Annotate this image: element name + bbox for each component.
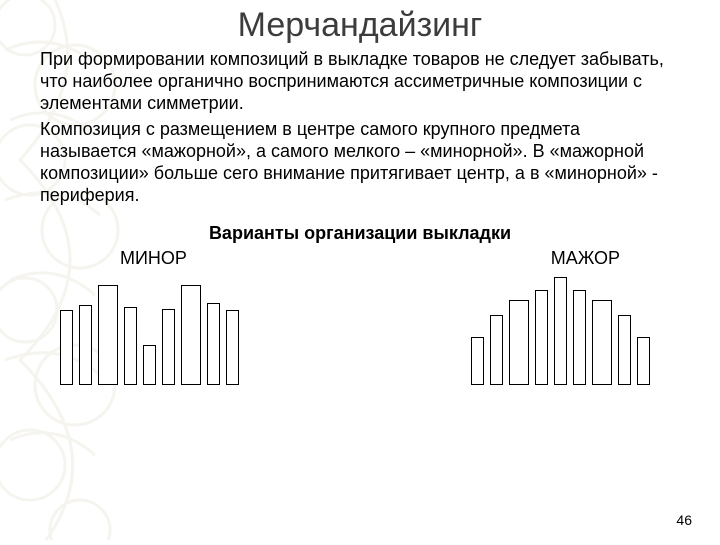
bar bbox=[124, 307, 137, 385]
bar bbox=[181, 285, 201, 385]
bar bbox=[226, 310, 239, 385]
bar bbox=[618, 315, 631, 385]
bar bbox=[573, 290, 586, 385]
bar bbox=[162, 309, 175, 385]
bar bbox=[554, 277, 567, 385]
paragraph-2: Композиция с размещением в центре самого… bbox=[40, 119, 680, 207]
bar bbox=[637, 337, 650, 385]
charts-container bbox=[40, 275, 680, 385]
bar bbox=[98, 285, 118, 385]
slide-content: Мерчандайзинг При формировании композици… bbox=[0, 0, 720, 385]
page-number: 46 bbox=[676, 512, 692, 528]
minor-chart bbox=[60, 285, 239, 385]
label-minor: МИНОР bbox=[120, 248, 187, 269]
chart-labels: МИНОР МАЖОР bbox=[40, 248, 680, 269]
bar bbox=[207, 303, 220, 385]
bar bbox=[490, 315, 503, 385]
slide-title: Мерчандайзинг bbox=[40, 6, 680, 45]
bar bbox=[509, 300, 529, 385]
label-major: МАЖОР bbox=[551, 248, 620, 269]
major-chart bbox=[471, 277, 650, 385]
bar bbox=[471, 337, 484, 385]
bar bbox=[60, 310, 73, 385]
bar bbox=[592, 300, 612, 385]
bar bbox=[143, 345, 156, 385]
subtitle: Варианты организации выкладки bbox=[40, 223, 680, 244]
bar bbox=[79, 305, 92, 385]
paragraph-1: При формировании композиций в выкладке т… bbox=[40, 49, 680, 115]
bar bbox=[535, 290, 548, 385]
